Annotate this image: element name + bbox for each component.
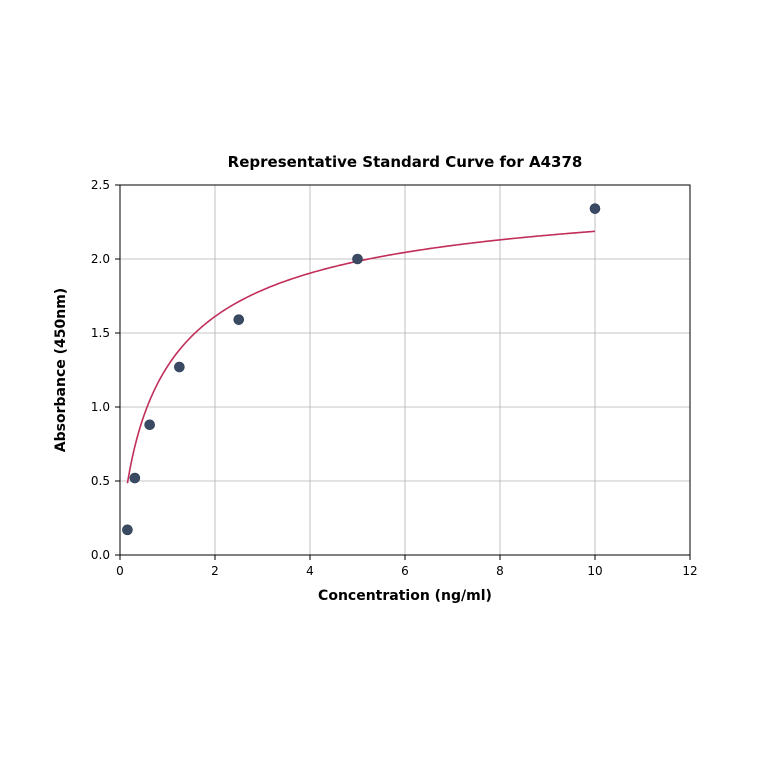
x-tick-label: 0 xyxy=(116,564,124,578)
x-tick-label: 12 xyxy=(682,564,697,578)
x-axis-label: Concentration (ng/ml) xyxy=(318,588,492,604)
chart-container: 0 2 4 6 8 10 12 0.0 0.5 1.0 1.5 2.0 2.5 Representat… xyxy=(0,0,764,764)
data-point xyxy=(234,315,244,325)
data-point xyxy=(590,204,600,214)
x-tick-label: 8 xyxy=(496,564,504,578)
data-point xyxy=(145,420,155,430)
x-tick-label: 10 xyxy=(587,564,602,578)
y-tick-label: 2.5 xyxy=(91,178,110,192)
x-tick-label: 6 xyxy=(401,564,409,578)
y-tick-label: 1.0 xyxy=(91,400,110,414)
y-tick-label: 0.5 xyxy=(91,474,110,488)
data-point xyxy=(130,473,140,483)
x-tick-label: 2 xyxy=(211,564,219,578)
chart-title: Representative Standard Curve for A4378 xyxy=(228,153,583,171)
chart-background xyxy=(0,0,764,764)
data-point xyxy=(122,525,132,535)
x-tick-label: 4 xyxy=(306,564,314,578)
y-tick-label: 1.5 xyxy=(91,326,110,340)
data-point xyxy=(353,254,363,264)
y-tick-label: 0.0 xyxy=(91,548,110,562)
y-tick-label: 2.0 xyxy=(91,252,110,266)
data-point xyxy=(174,362,184,372)
y-axis-label: Absorbance (450nm) xyxy=(53,288,69,452)
standard-curve-chart: 0 2 4 6 8 10 12 0.0 0.5 1.0 1.5 2.0 2.5 Representat… xyxy=(0,0,764,764)
